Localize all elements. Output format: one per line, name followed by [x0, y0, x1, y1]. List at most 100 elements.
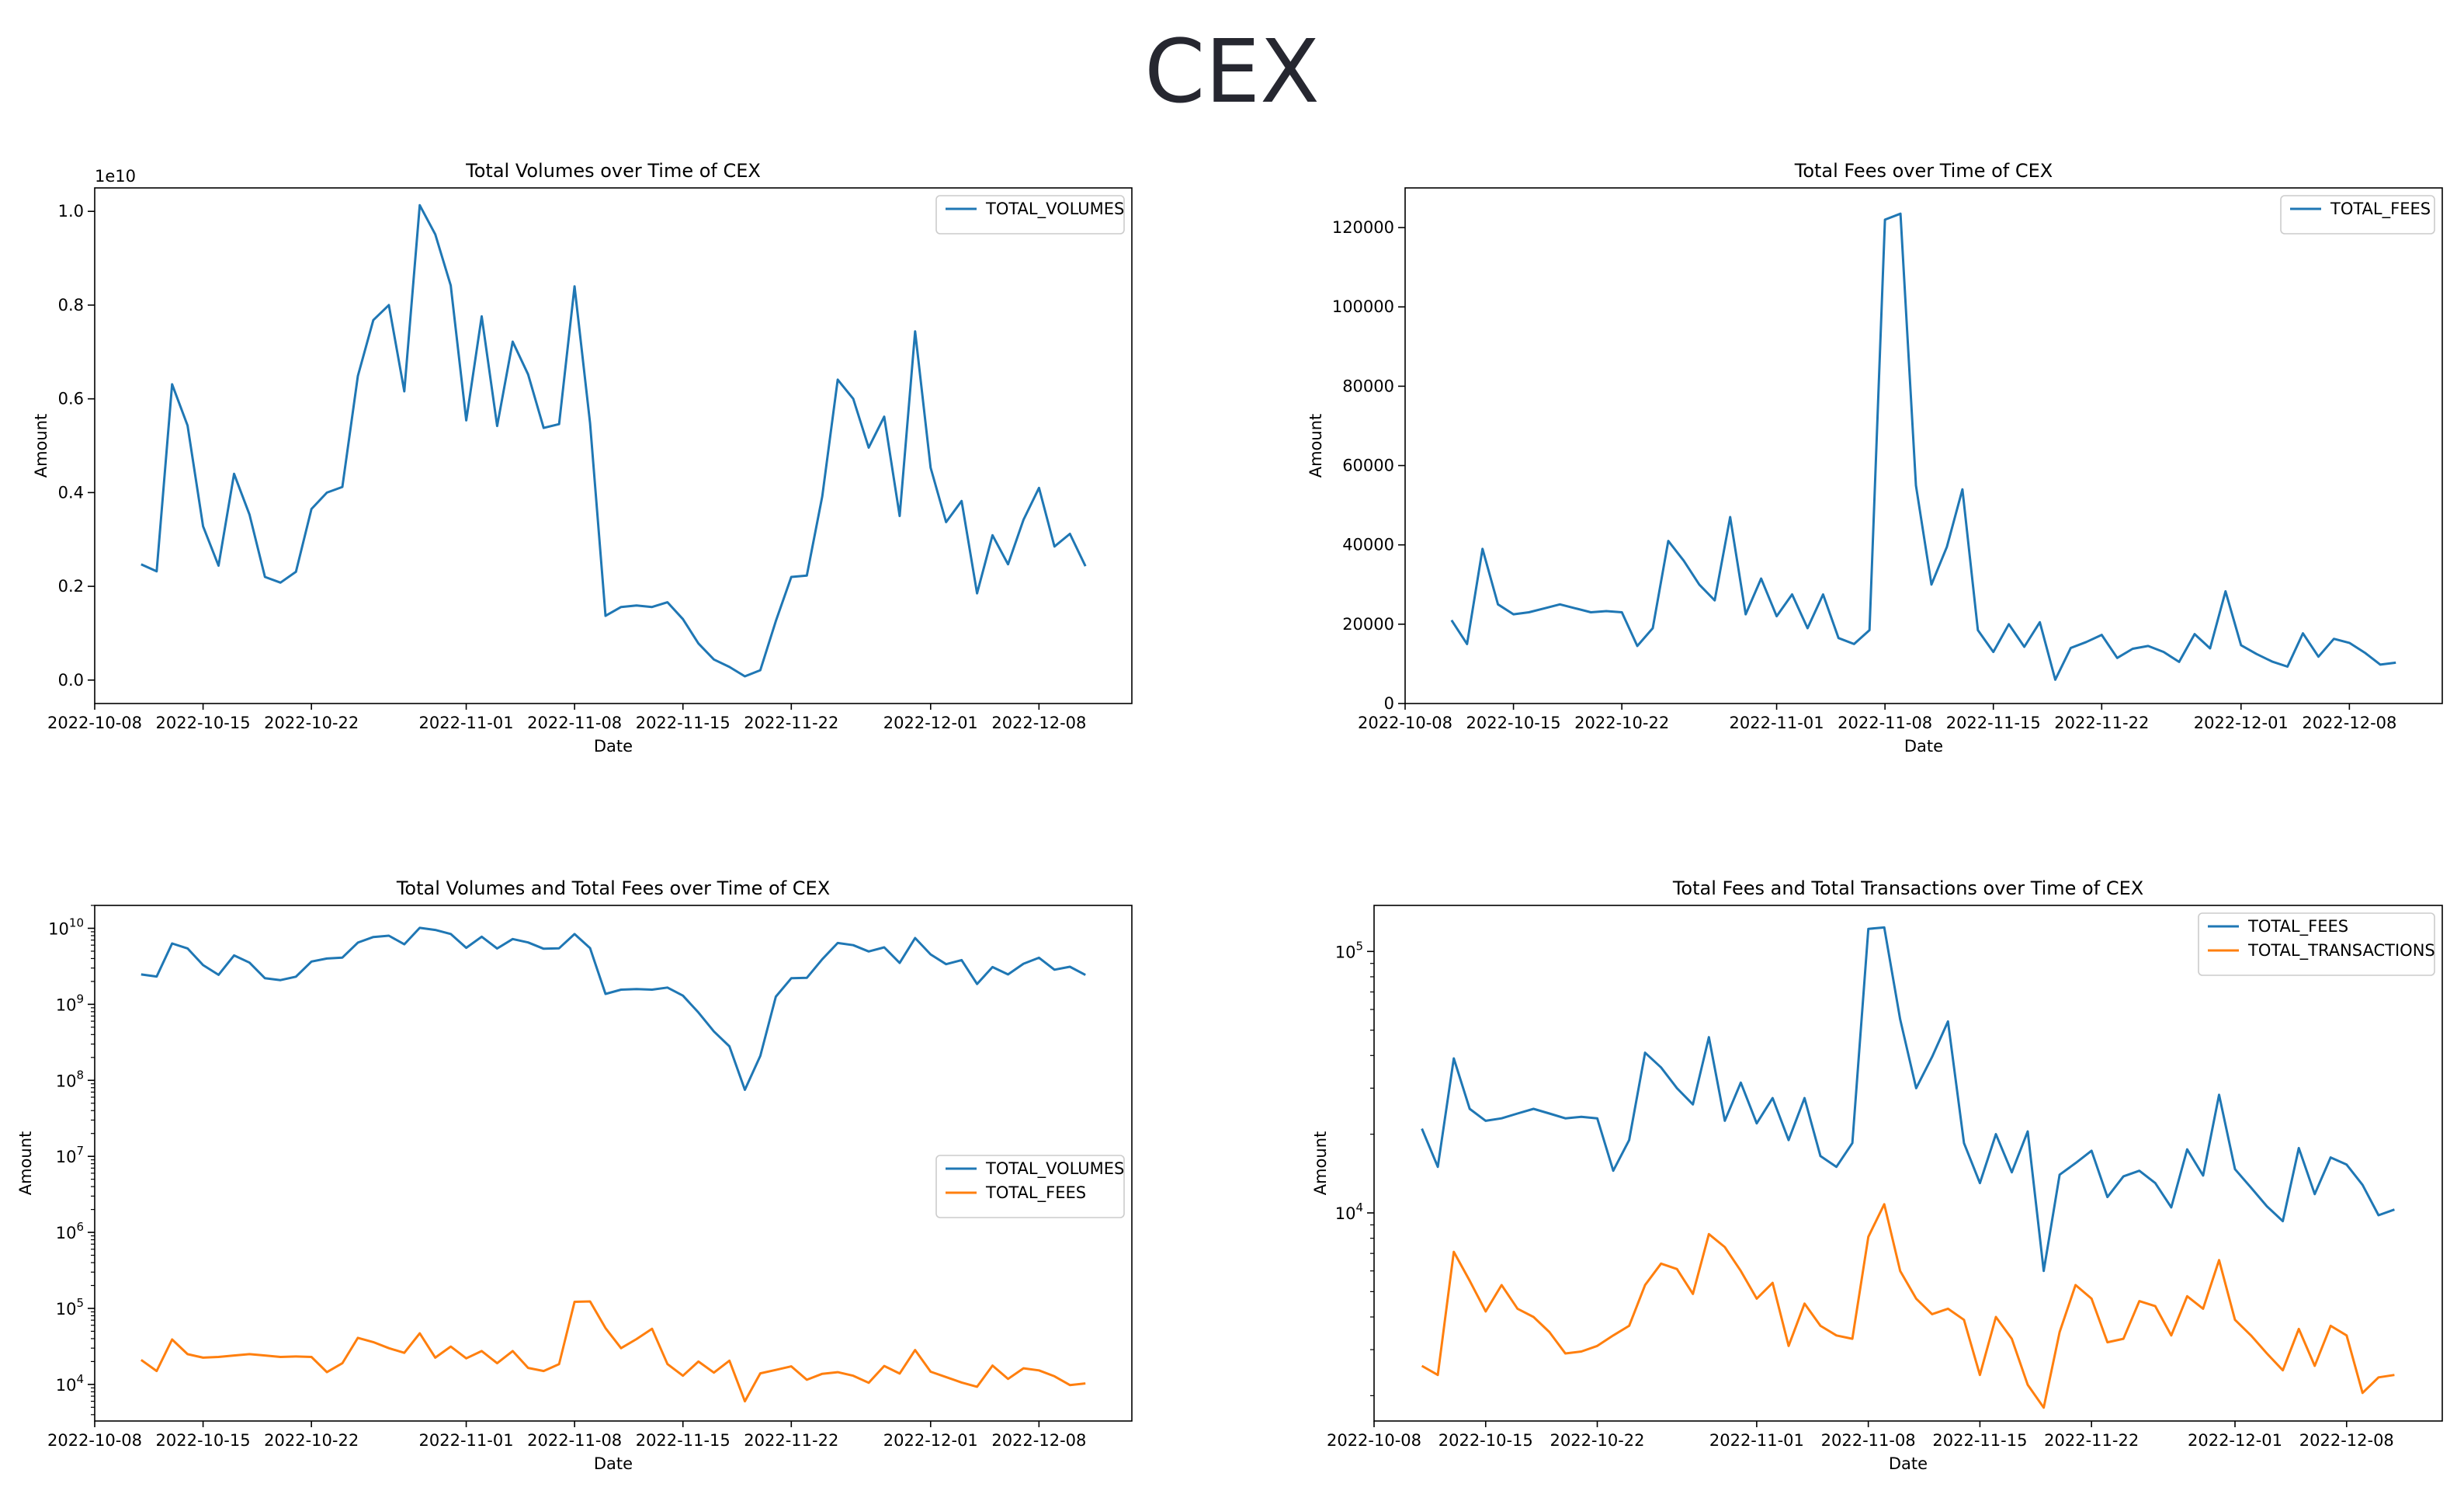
- legend-box: [2198, 912, 2435, 976]
- y-tick-label: 100000: [1332, 297, 1394, 316]
- x-tick-label: 2022-10-22: [1550, 1431, 1644, 1450]
- series-line-total_fees: [1450, 212, 2396, 681]
- x-tick-label: 2022-11-22: [2054, 714, 2149, 732]
- x-axis-label: Date: [594, 737, 633, 756]
- x-tick-label: 2022-11-01: [1709, 1431, 1804, 1450]
- plot-frame: [1404, 187, 2443, 704]
- x-tick-label: 2022-11-15: [636, 1431, 731, 1450]
- y-tick-label: 105: [1335, 939, 1363, 961]
- y-tick-label: 0.6: [58, 390, 84, 408]
- legend-box: [2280, 195, 2435, 235]
- x-tick-label: 2022-11-08: [1838, 714, 1932, 732]
- page-title: CEX: [1144, 22, 1320, 123]
- x-tick-label: 2022-10-22: [1574, 714, 1669, 732]
- y-axis-label: Amount: [1307, 414, 1325, 478]
- legend-entry: TOTAL_VOLUMES: [985, 200, 1124, 219]
- y-axis-label: Amount: [1311, 1131, 1330, 1196]
- y-tick-label: 80000: [1342, 377, 1394, 395]
- series-line-total_transactions: [1421, 1203, 2395, 1409]
- series-line-total_fees: [140, 1300, 1086, 1403]
- x-tick-label: 2022-11-08: [527, 1431, 622, 1450]
- y-tick-label: 1010: [48, 916, 84, 938]
- chart-title: Total Volumes over Time of CEX: [465, 160, 761, 182]
- x-tick-label: 2022-12-08: [2302, 714, 2396, 732]
- x-tick-label: 2022-10-15: [156, 714, 251, 732]
- x-tick-label: 2022-10-15: [1438, 1431, 1533, 1450]
- y-tick-label: 40000: [1342, 536, 1394, 554]
- x-tick-label: 2022-11-22: [744, 1431, 838, 1450]
- y-multiplier-label: 1e10: [95, 167, 136, 186]
- y-tick-label: 105: [56, 1296, 84, 1319]
- legend: TOTAL_FEES TOTAL_TRANSACTIONS: [2198, 912, 2435, 976]
- x-axis-label: Date: [1904, 737, 1943, 756]
- x-tick-label: 2022-11-22: [2044, 1431, 2139, 1450]
- x-tick-label: 2022-11-15: [636, 714, 731, 732]
- legend: TOTAL_FEES: [2280, 195, 2435, 235]
- chart-1: Total Volumes over Time of CEX 2022-10-08…: [32, 160, 1133, 756]
- y-axis-label: Amount: [32, 414, 50, 478]
- x-tick-label: 2022-12-08: [2299, 1431, 2394, 1450]
- legend-box: [935, 195, 1125, 235]
- x-tick-label: 2022-11-15: [1946, 714, 2041, 732]
- y-tick-label: 109: [56, 992, 84, 1014]
- legend-entry: TOTAL_FEES: [985, 1183, 1086, 1203]
- y-tick-label: 1.0: [58, 202, 84, 221]
- y-axis-label: Amount: [16, 1131, 35, 1196]
- x-tick-label: 2022-12-01: [883, 1431, 978, 1450]
- x-tick-label: 2022-10-08: [1327, 1431, 1421, 1450]
- x-tick-label: 2022-11-15: [1932, 1431, 2027, 1450]
- x-axis-label: Date: [594, 1454, 633, 1473]
- y-tick-label: 0.4: [58, 483, 84, 502]
- x-tick-label: 2022-10-22: [264, 714, 359, 732]
- legend-entry: TOTAL_FEES: [2330, 200, 2431, 219]
- y-tick-label: 20000: [1342, 615, 1394, 634]
- legend-entry: TOTAL_FEES: [2247, 917, 2348, 936]
- plot-frame: [94, 905, 1133, 1422]
- chart-title: Total Fees and Total Transactions over T…: [1672, 877, 2143, 899]
- y-tick-label: 104: [1335, 1200, 1363, 1223]
- series-line-total_volumes: [141, 926, 1086, 1091]
- y-tick-label: 120000: [1332, 218, 1394, 237]
- x-tick-label: 2022-11-01: [1730, 714, 1824, 732]
- x-tick-label: 2022-11-01: [419, 1431, 514, 1450]
- x-tick-label: 2022-10-15: [1466, 714, 1561, 732]
- y-tick-label: 108: [56, 1068, 84, 1090]
- chart-title: Total Volumes and Total Fees over Time o…: [396, 877, 830, 899]
- series-line-total_volumes: [141, 203, 1087, 678]
- x-tick-label: 2022-10-22: [264, 1431, 359, 1450]
- x-tick-label: 2022-12-08: [991, 1431, 1086, 1450]
- x-tick-label: 2022-11-08: [527, 714, 622, 732]
- chart-title: Total Fees over Time of CEX: [1794, 160, 2053, 182]
- x-tick-label: 2022-12-08: [991, 714, 1086, 732]
- legend-box: [935, 1155, 1125, 1218]
- x-axis-label: Date: [1889, 1454, 1928, 1473]
- series-line-total_fees: [1421, 926, 2395, 1273]
- legend: TOTAL_VOLUMES TOTAL_FEES: [935, 1155, 1125, 1218]
- y-tick-label: 0: [1384, 694, 1394, 713]
- y-tick-label: 104: [56, 1372, 84, 1395]
- x-tick-label: 2022-12-01: [2194, 714, 2289, 732]
- y-tick-label: 60000: [1342, 457, 1394, 475]
- x-tick-label: 2022-11-01: [419, 714, 514, 732]
- y-tick-label: 0.2: [58, 577, 84, 596]
- plot-frame: [1373, 905, 2443, 1422]
- legend-entry: TOTAL_VOLUMES: [985, 1159, 1124, 1179]
- plot-frame: [94, 187, 1133, 704]
- y-tick-label: 0.0: [58, 671, 84, 690]
- y-tick-label: 0.8: [58, 296, 84, 314]
- x-tick-label: 2022-11-08: [1821, 1431, 1916, 1450]
- x-tick-label: 2022-12-01: [2188, 1431, 2282, 1450]
- x-tick-label: 2022-12-01: [883, 714, 978, 732]
- x-tick-label: 2022-10-08: [47, 714, 142, 732]
- legend: TOTAL_VOLUMES: [935, 195, 1125, 235]
- x-tick-label: 2022-10-15: [156, 1431, 251, 1450]
- x-tick-label: 2022-10-08: [1358, 714, 1452, 732]
- y-tick-label: 106: [56, 1220, 84, 1242]
- chart-4: Total Fees and Total Transactions over T…: [1311, 877, 2443, 1473]
- y-tick-label: 107: [56, 1144, 84, 1166]
- chart-3: Total Volumes and Total Fees over Time o…: [16, 877, 1133, 1473]
- x-tick-label: 2022-11-22: [744, 714, 838, 732]
- legend-entry: TOTAL_TRANSACTIONS: [2247, 941, 2435, 961]
- chart-2: Total Fees over Time of CEX 2022-10-08 202…: [1307, 160, 2443, 756]
